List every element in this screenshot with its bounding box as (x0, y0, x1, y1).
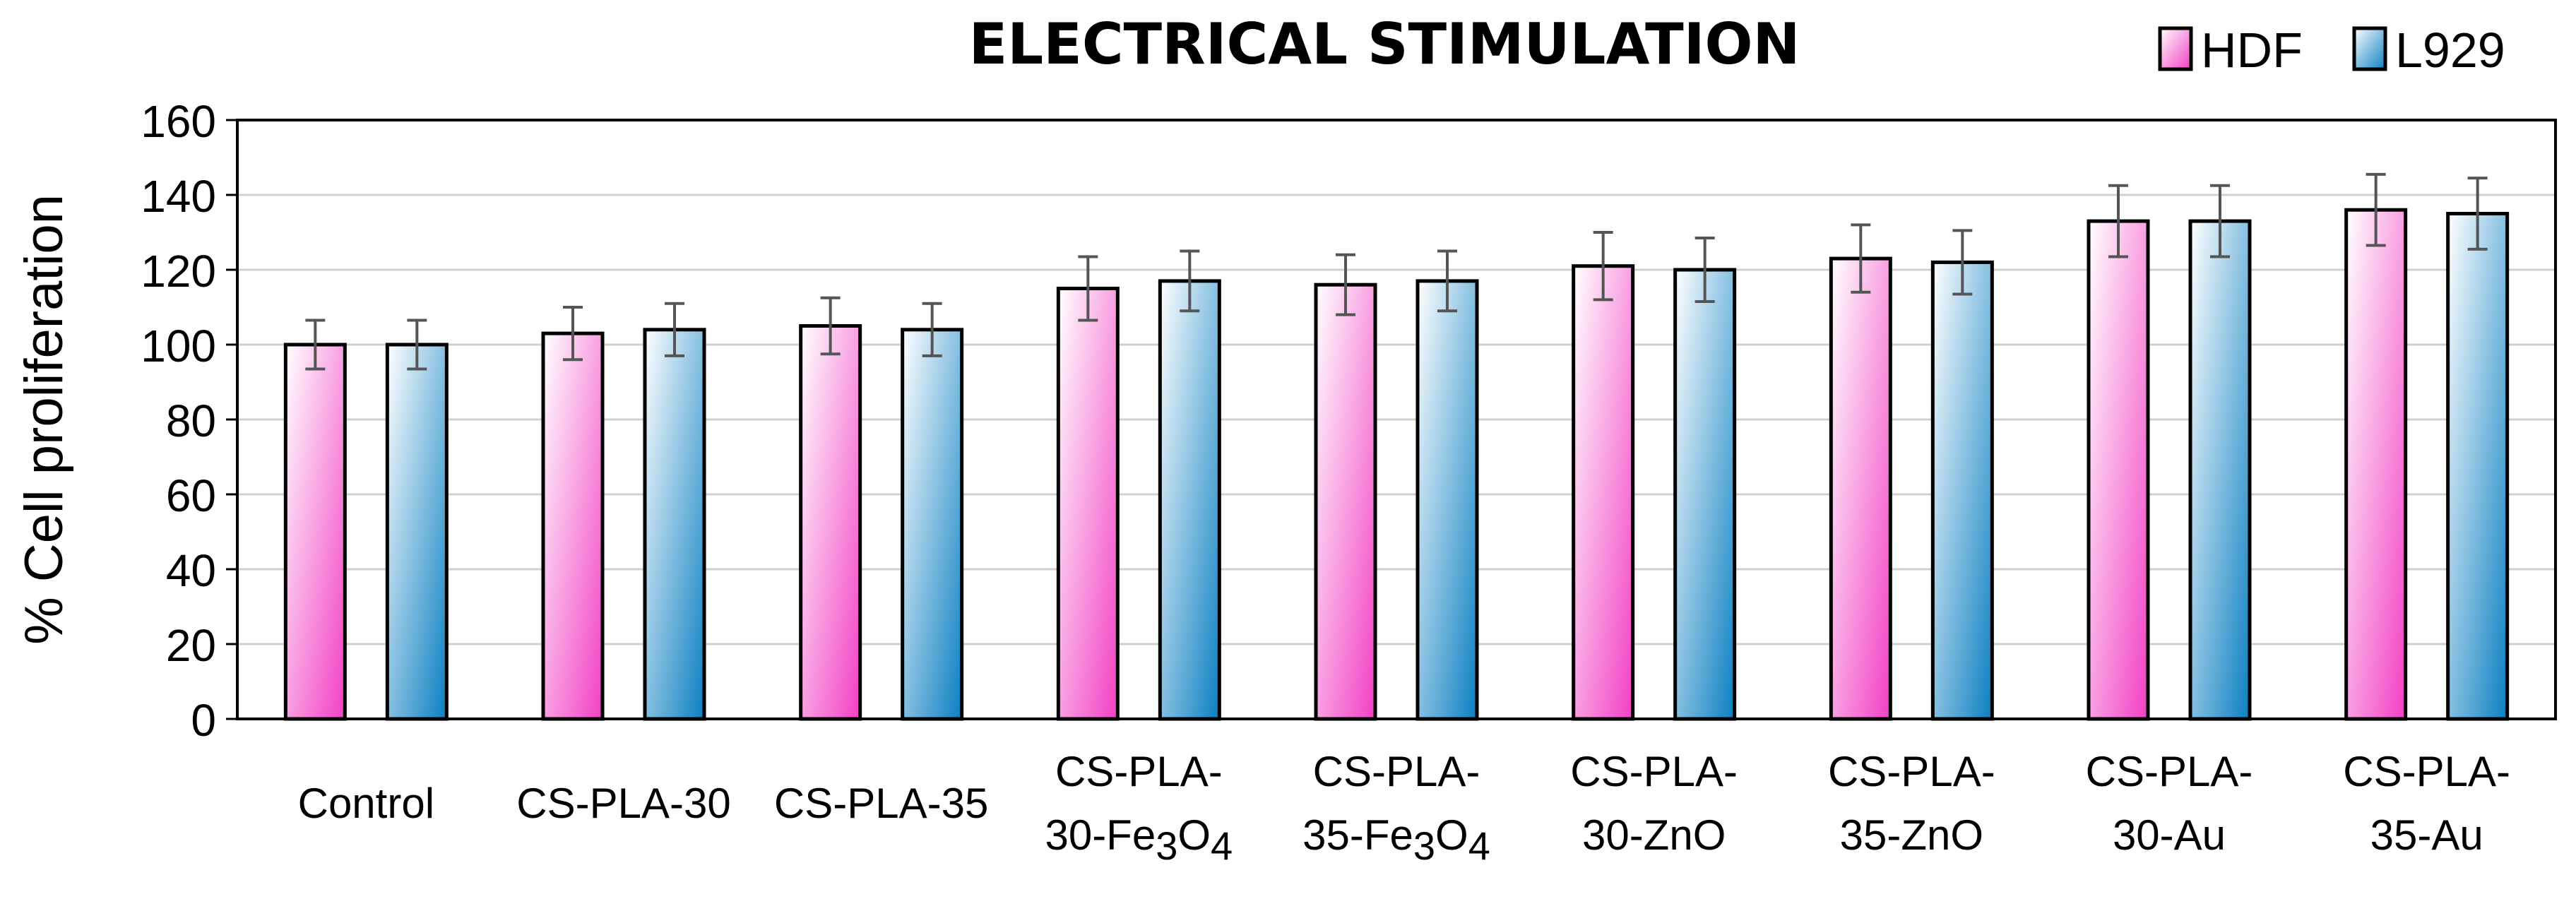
chart-title: ELECTRICAL STIMULATION (969, 11, 1800, 77)
bar-l929-6 (1930, 260, 1994, 721)
x-tick-label: 35-ZnO (1840, 811, 1983, 859)
bar-l929-4 (1415, 279, 1479, 721)
plot-area-border (236, 119, 2557, 720)
y-tick-label: 40 (166, 545, 216, 596)
x-tick-label: 30-Fe3O4 (1045, 811, 1233, 868)
y-tick-label: 160 (141, 96, 216, 147)
x-axis-labels: Control CS-PLA-30 CS-PLA-35 CS-PLA- 30-Fe3O4… (298, 748, 2510, 868)
legend-label-hdf: HDF (2201, 23, 2303, 78)
legend-swatch-hdf (2158, 26, 2193, 71)
x-tick-label: Control (298, 780, 434, 827)
bar-l929-1 (643, 328, 706, 721)
y-tick-label: 120 (141, 246, 216, 297)
bar-hdf-2 (799, 324, 862, 721)
bar-l929-0 (385, 343, 449, 721)
y-tick-label: 60 (166, 470, 216, 521)
y-tick-label: 140 (141, 171, 216, 222)
y-axis-label: % Cell proliferation (14, 194, 74, 645)
x-tick-label: CS-PLA-35 (774, 780, 988, 827)
x-tick-label: CS-PLA- (1570, 748, 1738, 795)
bar-hdf-8 (2344, 208, 2408, 721)
x-tick-label: 35-Fe3O4 (1302, 811, 1490, 868)
bar-hdf-7 (2087, 219, 2150, 721)
bar-hdf-4 (1314, 282, 1377, 721)
y-tick-label: 80 (166, 395, 216, 446)
bar-l929-3 (1158, 279, 1221, 721)
gridlines (237, 194, 2556, 645)
bars (283, 208, 2510, 721)
bar-hdf-0 (283, 343, 347, 721)
x-tick-label: CS-PLA- (1055, 748, 1223, 795)
bar-hdf-1 (541, 331, 605, 721)
x-tick-label: CS-PLA-30 (516, 780, 730, 827)
legend: HDF L929 (2158, 23, 2505, 78)
legend-label-l929: L929 (2395, 23, 2505, 78)
y-tick-label: 100 (141, 321, 216, 371)
x-tick-label: 30-Au (2113, 811, 2226, 859)
x-tick-label: CS-PLA- (2343, 748, 2510, 795)
x-tick-label: CS-PLA- (2086, 748, 2253, 795)
bar-l929-5 (1673, 268, 1737, 721)
x-tick-label: CS-PLA- (1828, 748, 1995, 795)
x-tick-label: 35-Au (2370, 811, 2483, 859)
legend-swatch-l929 (2352, 26, 2387, 71)
bar-hdf-5 (1572, 264, 1635, 721)
bar-hdf-3 (1056, 287, 1120, 721)
x-tick-label: 30-ZnO (1582, 811, 1726, 859)
y-axis-ticks: 0 20 40 60 80 100 120 140 160 (141, 96, 237, 746)
bar-l929-2 (901, 328, 964, 721)
error-bars (305, 172, 2488, 371)
y-tick-label: 20 (166, 620, 216, 671)
bar-hdf-6 (1829, 256, 1892, 721)
bar-l929-8 (2446, 212, 2510, 721)
x-tick-label: CS-PLA- (1313, 748, 1480, 795)
bar-l929-7 (2188, 219, 2252, 721)
y-tick-label: 0 (191, 695, 216, 746)
